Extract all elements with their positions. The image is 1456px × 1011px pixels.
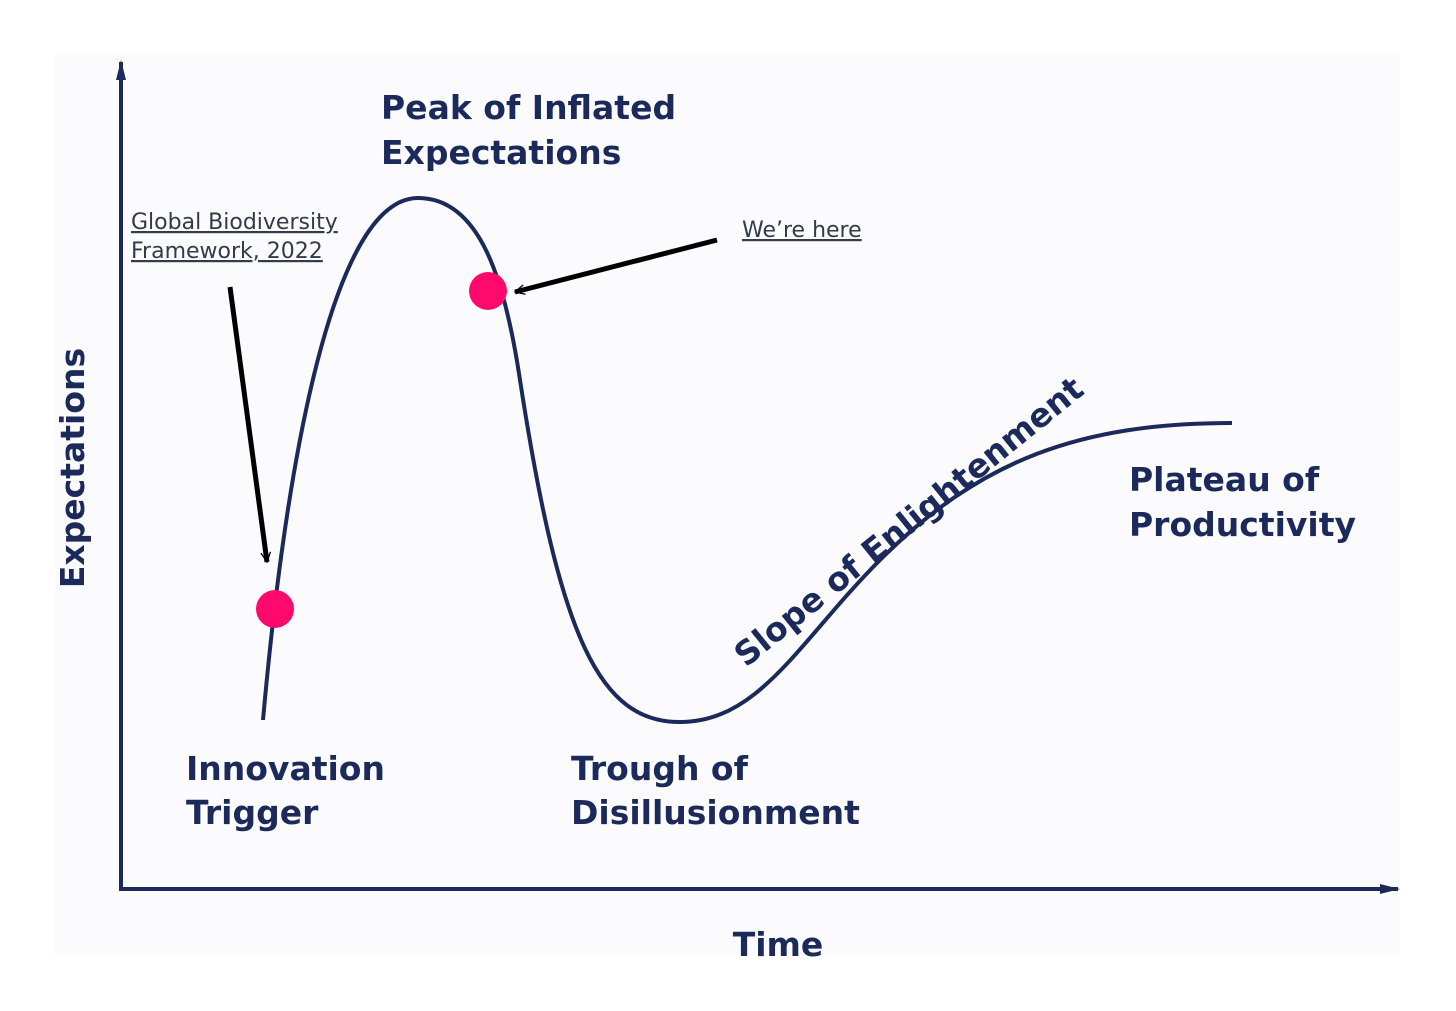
marker-dot — [469, 272, 507, 310]
phase-label: Expectations — [381, 133, 621, 172]
phase-label: Peak of Inflated — [381, 88, 676, 127]
marker-dot — [256, 590, 294, 628]
annotation: We’re here — [742, 218, 862, 243]
background — [55, 55, 1400, 955]
phase-label: Plateau of — [1129, 460, 1320, 499]
arrow — [515, 237, 718, 292]
phase-label: Productivity — [1129, 505, 1356, 544]
annotation: Global Biodiversity — [131, 210, 338, 235]
phase-label: Trigger — [186, 793, 319, 832]
annotation: Framework, 2022 — [131, 239, 323, 264]
arrow — [227, 286, 267, 562]
x-axis-label: Time — [733, 925, 824, 964]
hype-curve — [261, 195, 1233, 725]
phase-label: Trough of — [571, 749, 749, 788]
phase-label: Innovation — [186, 749, 385, 788]
y-axis-label: Expectations — [53, 348, 92, 588]
phase-label: Disillusionment — [571, 793, 860, 832]
